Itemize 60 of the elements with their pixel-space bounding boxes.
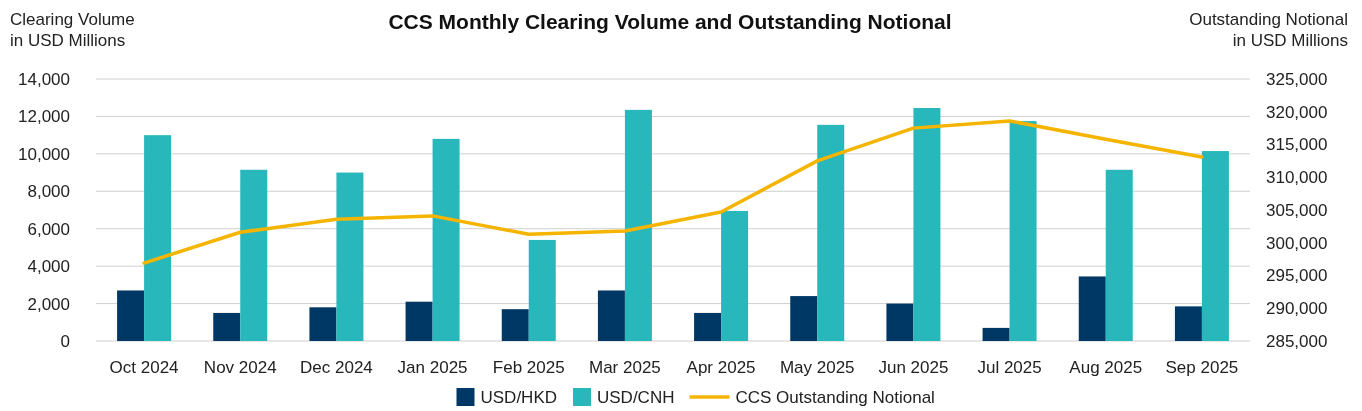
legend-label: CCS Outstanding Notional (735, 388, 935, 407)
y2-tick-label: 305,000 (1266, 200, 1328, 220)
y-tick-label: 6,000 (27, 219, 70, 239)
y-axis-title: Clearing Volume in USD Millions (10, 10, 135, 50)
bar (982, 327, 1010, 341)
x-tick-label: Dec 2024 (300, 358, 373, 377)
bar (624, 109, 652, 341)
x-tick-label: Jan 2025 (397, 358, 468, 377)
y2-axis-title: Outstanding Notional in USD Millions (1189, 10, 1348, 50)
y-tick-label: 12,000 (18, 107, 70, 127)
y2-tick-label: 285,000 (1266, 331, 1328, 351)
y2-tick-label: 325,000 (1266, 69, 1328, 89)
y2-tick-label: 295,000 (1266, 266, 1328, 286)
legend-label: USD/HKD (480, 388, 558, 407)
x-tick-label: Apr 2025 (686, 358, 756, 377)
bar (528, 239, 556, 341)
y-tick-label: 14,000 (18, 69, 70, 89)
x-tick-label: Mar 2025 (589, 358, 661, 377)
y2-tick-label: 310,000 (1266, 168, 1328, 188)
x-tick-label: Oct 2024 (109, 358, 179, 377)
y-tick-label: 4,000 (27, 257, 70, 277)
bar (1174, 306, 1202, 341)
x-tick-label: May 2025 (779, 358, 855, 377)
bar (913, 108, 941, 341)
bar (1105, 169, 1133, 341)
bar (117, 290, 145, 341)
x-tick-label: Jun 2025 (878, 358, 949, 377)
x-tick-label: Nov 2024 (203, 358, 277, 377)
bar (336, 172, 364, 341)
legend-label: USD/CNH (597, 388, 675, 407)
bar (886, 303, 914, 341)
x-tick-label: Sep 2025 (1165, 358, 1239, 377)
x-tick-label: Aug 2025 (1069, 358, 1143, 377)
bar (1078, 276, 1106, 341)
bar (405, 301, 433, 341)
bar (1009, 121, 1037, 341)
bar (790, 296, 818, 341)
bar (144, 135, 172, 341)
y2-tick-label: 300,000 (1266, 233, 1328, 253)
x-tick-label: Jul 2025 (977, 358, 1042, 377)
bar (501, 309, 529, 341)
y-tick-label: 0 (60, 331, 70, 351)
bar (213, 312, 241, 341)
bar (694, 312, 722, 341)
y-tick-label: 10,000 (18, 144, 70, 164)
bar (432, 138, 460, 341)
bar (1201, 151, 1229, 341)
bar (240, 169, 268, 341)
y-tick-label: 2,000 (27, 294, 70, 314)
x-tick-label: Feb 2025 (492, 358, 565, 377)
bar (597, 290, 625, 341)
bar (309, 307, 337, 341)
y2-tick-label: 290,000 (1266, 299, 1328, 319)
y2-tick-label: 320,000 (1266, 102, 1328, 122)
y-tick-label: 8,000 (27, 182, 70, 202)
bar (721, 210, 749, 341)
chart-title: CCS Monthly Clearing Volume and Outstanding Notional (388, 10, 952, 33)
bar (817, 124, 845, 341)
line-series (142, 119, 1204, 265)
y2-tick-label: 315,000 (1266, 135, 1328, 155)
